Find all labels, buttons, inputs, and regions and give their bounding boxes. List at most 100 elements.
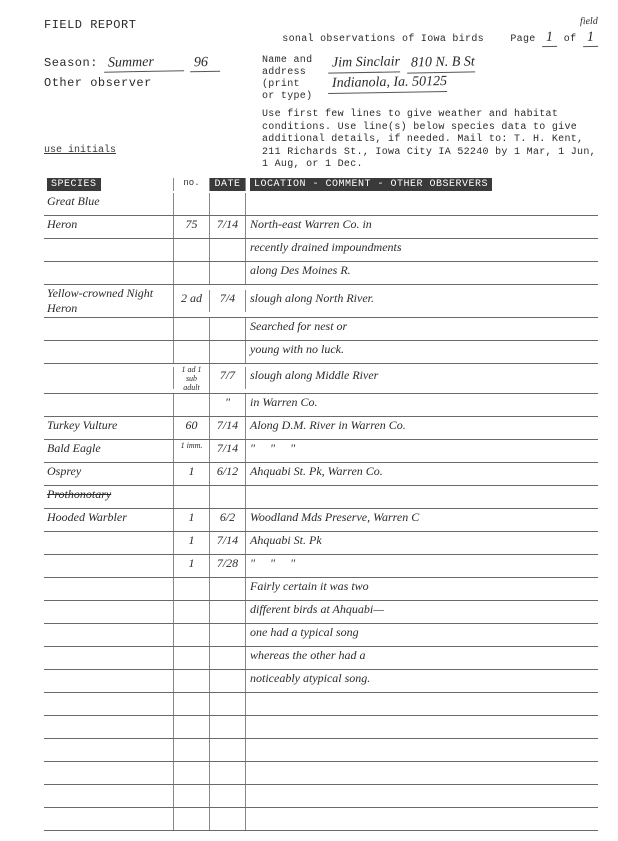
location-cell: slough along Middle River bbox=[246, 367, 598, 389]
date-cell bbox=[210, 624, 246, 646]
date-cell bbox=[210, 808, 246, 830]
season-value: Summer bbox=[104, 54, 184, 72]
page-container: FIELD REPORT field sonal observations of… bbox=[0, 0, 618, 841]
location-cell bbox=[246, 486, 598, 508]
species-cell bbox=[44, 532, 174, 554]
date-cell bbox=[210, 647, 246, 669]
page-total: 1 bbox=[583, 30, 598, 47]
table-row: Turkey Vulture607/14Along D.M. River in … bbox=[44, 417, 598, 440]
addr2-value: Indianola, Ia. 50125 bbox=[328, 74, 447, 94]
location-cell: Woodland Mds Preserve, Warren C bbox=[246, 509, 598, 531]
no-cell bbox=[174, 670, 210, 692]
no-cell bbox=[174, 762, 210, 784]
date-cell bbox=[210, 601, 246, 623]
instructions-text: Use first few lines to give weather and … bbox=[262, 109, 598, 172]
location-cell: " " " bbox=[246, 440, 598, 462]
location-cell: Ahquabi St. Pk bbox=[246, 532, 598, 554]
column-headers: SPECIES no. DATE LOCATION - COMMENT - OT… bbox=[44, 178, 598, 191]
location-cell bbox=[246, 785, 598, 807]
location-cell: North-east Warren Co. in bbox=[246, 216, 598, 238]
date-cell: 7/7 bbox=[210, 367, 246, 389]
species-cell: Heron bbox=[44, 216, 174, 238]
use-initials-label: use initials bbox=[44, 145, 116, 156]
no-cell: 2 ad bbox=[174, 290, 210, 312]
no-cell: 1 bbox=[174, 555, 210, 577]
table-row bbox=[44, 716, 598, 739]
location-cell: in Warren Co. bbox=[246, 394, 598, 416]
table-row: Osprey16/12Ahquabi St. Pk, Warren Co. bbox=[44, 463, 598, 486]
table-row: different birds at Ahquabi— bbox=[44, 601, 598, 624]
species-cell: Prothonotary bbox=[44, 486, 174, 508]
species-cell: Bald Eagle bbox=[44, 440, 174, 462]
no-cell bbox=[174, 394, 210, 416]
no-cell: 1 imm. bbox=[174, 440, 210, 462]
table-row bbox=[44, 762, 598, 785]
date-cell: " bbox=[210, 394, 246, 416]
location-cell bbox=[246, 716, 598, 738]
year-value: 96 bbox=[190, 55, 220, 73]
date-cell: 7/28 bbox=[210, 555, 246, 577]
location-cell: along Des Moines R. bbox=[246, 262, 598, 284]
no-cell: 1 bbox=[174, 532, 210, 554]
title-right-wrap: field sonal observations of Iowa birds P… bbox=[282, 18, 598, 47]
location-cell: Ahquabi St. Pk, Warren Co. bbox=[246, 463, 598, 485]
no-cell: 1 ad 1 sub adult bbox=[174, 364, 210, 393]
addr1-value: 810 N. B St bbox=[407, 54, 475, 73]
other-observer-label: Other observer bbox=[44, 76, 152, 90]
table-row: along Des Moines R. bbox=[44, 262, 598, 285]
no-cell bbox=[174, 647, 210, 669]
species-cell bbox=[44, 578, 174, 600]
title-left: FIELD REPORT bbox=[44, 18, 136, 47]
location-cell: Searched for nest or bbox=[246, 318, 598, 340]
date-cell bbox=[210, 739, 246, 761]
date-cell bbox=[210, 239, 246, 261]
species-cell bbox=[44, 394, 174, 416]
date-cell: 6/12 bbox=[210, 463, 246, 485]
date-cell bbox=[210, 486, 246, 508]
species-cell bbox=[44, 693, 174, 715]
other-observer-row: Other observer bbox=[44, 76, 244, 90]
location-cell: Fairly certain it was two bbox=[246, 578, 598, 600]
no-cell bbox=[174, 578, 210, 600]
date-cell bbox=[210, 785, 246, 807]
species-cell bbox=[44, 341, 174, 363]
col-species: SPECIES bbox=[47, 178, 101, 191]
season-row: Season: Summer 96 bbox=[44, 55, 244, 72]
col-date: DATE bbox=[210, 178, 244, 191]
title-annotation: field bbox=[580, 16, 598, 27]
title-right: sonal observations of Iowa birds bbox=[282, 34, 484, 45]
table-row bbox=[44, 693, 598, 716]
table-row: Great Blue bbox=[44, 193, 598, 216]
no-cell: 60 bbox=[174, 417, 210, 439]
date-cell bbox=[210, 716, 246, 738]
species-cell bbox=[44, 555, 174, 577]
col-no: no. bbox=[183, 178, 199, 188]
data-grid: Great BlueHeron757/14North-east Warren C… bbox=[44, 193, 598, 831]
date-cell: 7/14 bbox=[210, 440, 246, 462]
no-cell: 1 bbox=[174, 509, 210, 531]
no-cell bbox=[174, 624, 210, 646]
species-cell bbox=[44, 739, 174, 761]
no-cell bbox=[174, 808, 210, 830]
table-row: "in Warren Co. bbox=[44, 394, 598, 417]
date-cell: 7/14 bbox=[210, 216, 246, 238]
title-row: FIELD REPORT field sonal observations of… bbox=[44, 18, 598, 47]
species-cell bbox=[44, 647, 174, 669]
location-cell bbox=[246, 808, 598, 830]
name-addr-label: Name and address (print or type) bbox=[262, 55, 320, 103]
species-cell bbox=[44, 808, 174, 830]
table-row: recently drained impoundments bbox=[44, 239, 598, 262]
table-row: 17/14Ahquabi St. Pk bbox=[44, 532, 598, 555]
date-cell bbox=[210, 762, 246, 784]
species-cell: Osprey bbox=[44, 463, 174, 485]
location-cell bbox=[246, 739, 598, 761]
page-label: Page bbox=[510, 34, 535, 45]
col-loc: LOCATION - COMMENT - OTHER OBSERVERS bbox=[250, 178, 492, 191]
date-cell bbox=[210, 578, 246, 600]
header-right: Name and address (print or type) Jim Sin… bbox=[262, 55, 598, 176]
table-row: young with no luck. bbox=[44, 341, 598, 364]
date-cell bbox=[210, 693, 246, 715]
date-cell bbox=[210, 193, 246, 215]
table-row: Bald Eagle1 imm.7/14" " " bbox=[44, 440, 598, 463]
no-cell: 75 bbox=[174, 216, 210, 238]
